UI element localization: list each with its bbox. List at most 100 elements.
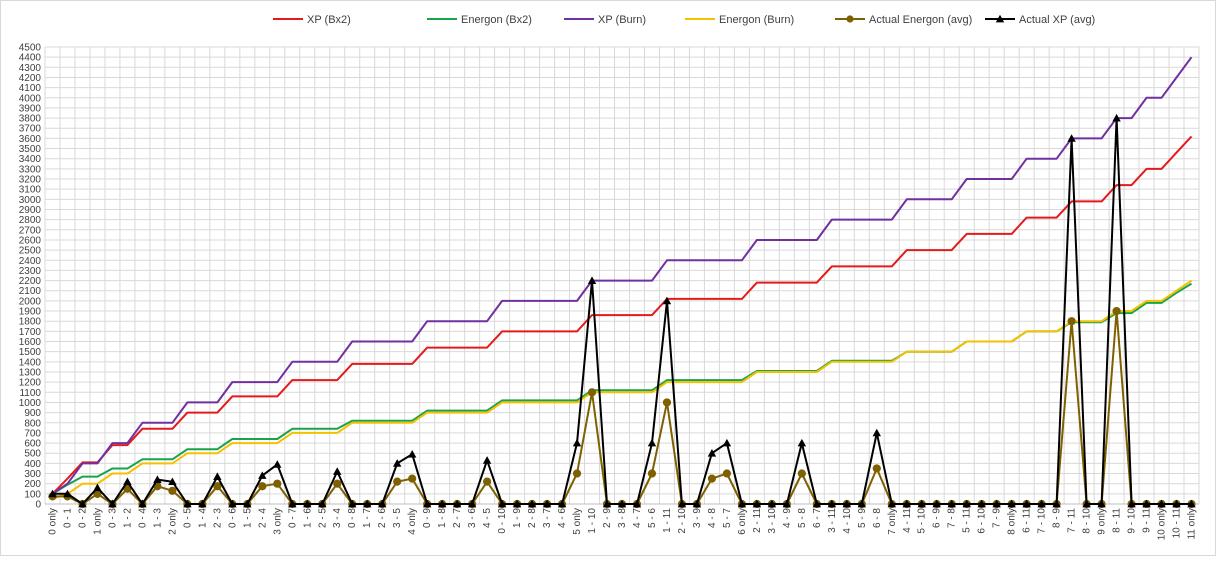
data-point-circle [483,477,492,486]
x-tick-label: 1 - 5 [242,508,253,528]
y-tick-label: 1600 [19,337,42,348]
data-point-circle [393,477,402,486]
data-point-triangle [452,499,462,508]
data-point-triangle [962,499,971,508]
data-point-triangle [1142,499,1151,508]
data-point-triangle [138,499,147,508]
x-tick-label: 7 only [887,508,898,535]
x-tick-label: 0 - 1 [62,508,73,528]
data-point-triangle [707,449,717,457]
y-tick-label: 1800 [19,317,42,328]
series-5 [48,113,1196,508]
legend-marker [846,15,854,23]
x-tick-label: 0 - 3 [107,508,118,528]
x-tick-label: 3 - 5 [392,508,403,528]
data-point-triangle [632,499,642,508]
x-tick-label: 1 - 8 [437,508,448,528]
data-point-triangle [857,499,866,508]
x-tick-label: 1 - 3 [152,508,163,528]
y-tick-label: 3000 [19,195,42,206]
x-tick-label: 7 - 11 [1067,508,1078,533]
x-tick-label: 7 - 9 [992,508,1003,528]
data-point-circle [1067,317,1076,326]
data-point-circle [572,469,582,478]
data-point-triangle [93,483,102,492]
x-tick-label: 6 - 11 [1022,508,1033,533]
data-point-circle [722,469,732,478]
series-line [51,135,1193,495]
y-tick-label: 4000 [19,93,42,104]
data-point-triangle [827,499,837,508]
legend-label: Energon (Bx2) [461,14,532,26]
data-point-triangle [887,499,896,508]
x-tick-label: 5 - 8 [797,508,808,528]
y-tick-label: 3200 [19,175,42,186]
legend-item: XP (Bx2) [273,14,351,26]
x-tick-label: 2 - 11 [752,508,763,533]
data-point-triangle [1082,499,1091,508]
data-point-circle [797,469,806,478]
legend-label: XP (Bx2) [307,14,351,26]
data-point-triangle [512,499,522,508]
data-point-circle [273,479,282,488]
x-tick-label: 2 - 10 [677,508,688,534]
data-point-circle [662,398,672,407]
data-point-triangle [243,499,252,508]
x-tick-label: 2 only [167,508,178,535]
data-point-triangle [872,428,881,437]
y-tick-label: 2100 [19,286,42,297]
data-point-triangle [917,499,926,508]
x-tick-label: 10 - 11 [1172,508,1183,539]
x-tick-label: 4 - 8 [707,508,718,528]
data-point-circle [258,482,267,491]
y-tick-label: 2800 [19,215,42,226]
x-tick-label: 6 - 9 [932,508,943,528]
y-tick-label: 1400 [19,357,42,368]
data-point-circle [587,388,597,397]
data-point-triangle [363,499,372,508]
data-point-circle [408,474,417,483]
x-tick-label: 4 - 9 [782,508,793,528]
data-point-triangle [692,499,702,508]
x-tick-label: 1 - 4 [197,508,208,528]
x-tick-label: 4 only [407,508,418,535]
y-tick-label: 700 [24,428,41,439]
data-point-triangle [422,499,432,508]
data-point-triangle [1157,499,1166,508]
series-3 [52,279,1193,500]
data-point-triangle [602,499,612,508]
data-point-triangle [303,499,312,508]
y-tick-label: 2700 [19,225,42,236]
x-tick-label: 1 - 7 [362,508,373,528]
data-point-circle [872,464,881,473]
x-tick-label: 5 - 11 [962,508,973,533]
x-tick-label: 1 - 6 [302,508,313,528]
x-tick-label: 1 - 2 [122,508,133,528]
x-tick-label: 3 - 9 [692,508,703,528]
data-point-triangle [932,499,941,508]
legend-label: Actual Energon (avg) [869,14,972,26]
y-tick-label: 800 [24,418,41,429]
x-tick-label: 1 - 11 [662,508,673,533]
data-point-triangle [482,456,492,464]
x-tick-label: 3 - 6 [467,508,478,528]
x-tick-label: 2 - 4 [257,508,268,528]
series-2 [51,56,1193,495]
legend-marker [995,14,1005,23]
data-point-triangle [797,438,807,447]
legend-item: Energon (Burn) [685,14,794,26]
data-point-triangle [467,499,477,508]
x-tick-label: 2 - 8 [527,508,538,528]
gridlines [44,46,1200,505]
y-tick-label: 4100 [19,83,42,94]
x-tick-label: 1 - 10 [587,508,598,534]
x-tick-label: 1 only [92,508,103,535]
x-tick-label: 1 - 9 [512,508,523,528]
legend-item: Energon (Bx2) [427,14,532,26]
data-point-triangle [947,499,956,508]
y-tick-label: 1100 [19,388,41,399]
data-point-triangle [153,475,162,483]
data-point-triangle [542,499,552,508]
data-point-triangle [617,499,627,508]
x-tick-label: 0 - 4 [137,508,148,528]
